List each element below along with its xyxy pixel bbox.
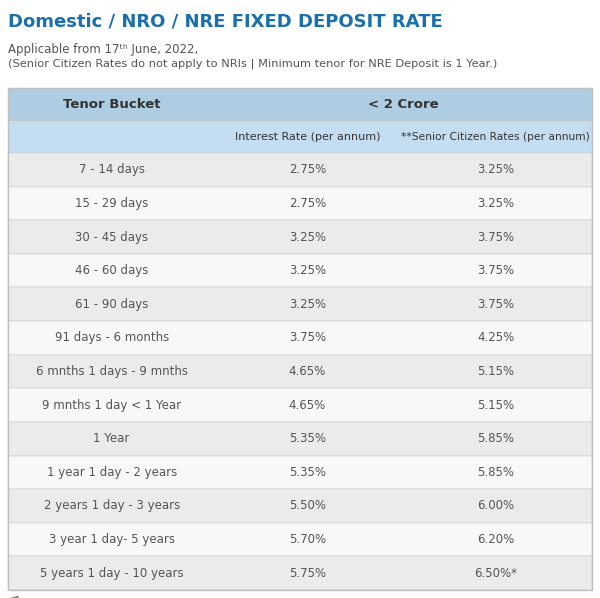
Bar [8, 187, 592, 220]
Bar [8, 288, 592, 321]
Bar [8, 321, 592, 355]
Bar [8, 153, 592, 187]
Text: ◄: ◄ [10, 593, 19, 598]
Text: 2.75%: 2.75% [289, 163, 326, 176]
Text: 1 Year: 1 Year [94, 432, 130, 446]
Text: 3.25%: 3.25% [289, 231, 326, 243]
Text: 7 - 14 days: 7 - 14 days [79, 163, 145, 176]
Bar [8, 523, 592, 556]
Bar [8, 220, 592, 254]
Bar [8, 489, 592, 523]
Text: 2.75%: 2.75% [289, 197, 326, 210]
Text: 3.25%: 3.25% [477, 197, 514, 210]
Bar [8, 355, 592, 388]
Text: 61 - 90 days: 61 - 90 days [75, 298, 148, 311]
Text: Applicable from 17ᵗʰ June, 2022,: Applicable from 17ᵗʰ June, 2022, [8, 42, 198, 56]
Bar [8, 88, 592, 590]
Text: 5 years 1 day - 10 years: 5 years 1 day - 10 years [40, 567, 184, 579]
Bar [8, 422, 592, 456]
Text: 3.75%: 3.75% [477, 298, 514, 311]
Text: 46 - 60 days: 46 - 60 days [75, 264, 148, 277]
Bar [8, 456, 592, 489]
Bar [8, 388, 592, 422]
Text: 3.75%: 3.75% [289, 331, 326, 344]
Bar [8, 88, 592, 120]
Text: 6 mnths 1 days - 9 mnths: 6 mnths 1 days - 9 mnths [35, 365, 188, 378]
Text: < 2 Crore: < 2 Crore [368, 97, 439, 111]
Text: 3.75%: 3.75% [477, 231, 514, 243]
Text: 6.00%: 6.00% [477, 499, 514, 512]
Text: 5.50%: 5.50% [289, 499, 326, 512]
Text: 3.25%: 3.25% [289, 264, 326, 277]
Text: 5.85%: 5.85% [477, 432, 514, 446]
Text: 3 year 1 day- 5 years: 3 year 1 day- 5 years [49, 533, 175, 546]
Text: **Senior Citizen Rates (per annum): **Senior Citizen Rates (per annum) [401, 132, 590, 142]
Text: 6.20%: 6.20% [477, 533, 514, 546]
Text: 5.70%: 5.70% [289, 533, 326, 546]
Text: Tenor Bucket: Tenor Bucket [63, 97, 160, 111]
Text: 4.65%: 4.65% [289, 399, 326, 411]
Text: 3.25%: 3.25% [289, 298, 326, 311]
Text: 30 - 45 days: 30 - 45 days [75, 231, 148, 243]
Text: 1 year 1 day - 2 years: 1 year 1 day - 2 years [47, 466, 177, 479]
Text: 3.25%: 3.25% [477, 163, 514, 176]
Text: Interest Rate (per annum): Interest Rate (per annum) [235, 132, 380, 142]
Text: 4.65%: 4.65% [289, 365, 326, 378]
Text: 5.35%: 5.35% [289, 432, 326, 446]
Text: (Senior Citizen Rates do not apply to NRIs | Minimum tenor for NRE Deposit is 1 : (Senior Citizen Rates do not apply to NR… [8, 59, 497, 69]
Text: 5.35%: 5.35% [289, 466, 326, 479]
Text: 6.50%*: 6.50%* [474, 567, 517, 579]
Text: 5.15%: 5.15% [477, 365, 514, 378]
Text: 5.75%: 5.75% [289, 567, 326, 579]
Bar [8, 254, 592, 288]
Text: 5.15%: 5.15% [477, 399, 514, 411]
Text: 3.75%: 3.75% [477, 264, 514, 277]
Text: 91 days - 6 months: 91 days - 6 months [55, 331, 169, 344]
Text: 9 mnths 1 day < 1 Year: 9 mnths 1 day < 1 Year [42, 399, 181, 411]
Text: 4.25%: 4.25% [477, 331, 514, 344]
Text: Domestic / NRO / NRE FIXED DEPOSIT RATE: Domestic / NRO / NRE FIXED DEPOSIT RATE [8, 12, 443, 30]
Text: 5.85%: 5.85% [477, 466, 514, 479]
Bar [8, 120, 592, 153]
Text: 2 years 1 day - 3 years: 2 years 1 day - 3 years [44, 499, 180, 512]
Bar [8, 556, 592, 590]
Text: 15 - 29 days: 15 - 29 days [75, 197, 148, 210]
